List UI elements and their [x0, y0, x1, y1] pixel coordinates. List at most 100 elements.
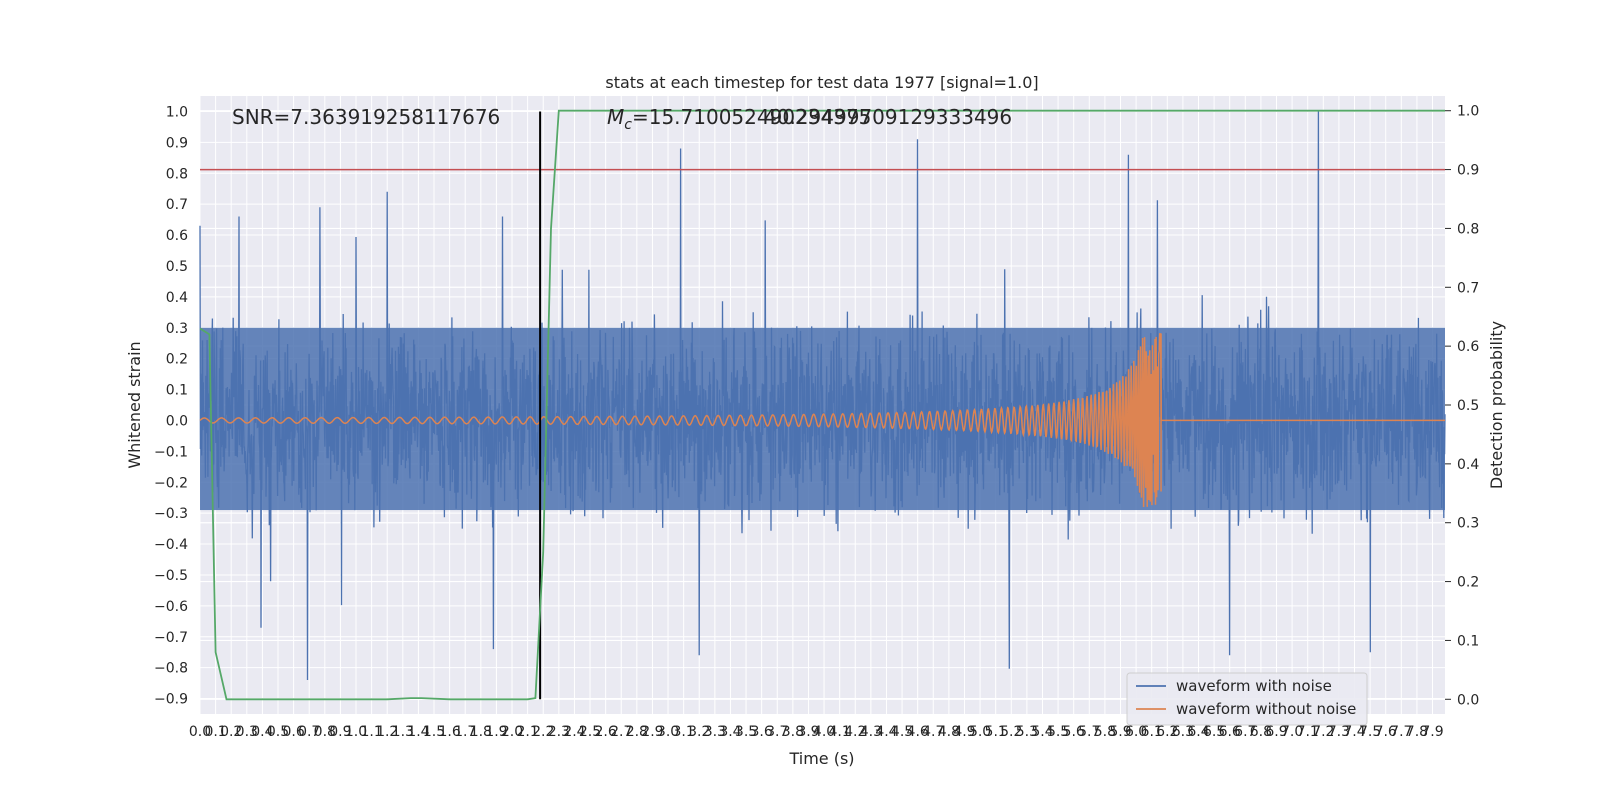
x-tick-label: 0.3 — [236, 724, 258, 740]
probability-trace — [199, 109, 1445, 701]
x-tick-label: 7.6 — [1375, 724, 1397, 740]
x-tick-label: 7.4 — [1343, 724, 1365, 740]
x-tick-label: 1.5 — [423, 724, 445, 740]
x-tick-label: 5.7 — [1078, 724, 1100, 740]
y2-tick-label: 0.5 — [1457, 398, 1479, 414]
x-tick-label: 5.6 — [1063, 724, 1085, 740]
y-tick-label: −0.5 — [154, 568, 188, 584]
x-tick-label: 6.4 — [1187, 724, 1209, 740]
x-tick-label: 3.2 — [688, 724, 710, 740]
x-tick-label: 0.4 — [251, 724, 273, 740]
x-tick-label: 0.6 — [282, 724, 304, 740]
y-tick-label: 0.8 — [166, 166, 188, 182]
x-tick-label: 0.1 — [204, 724, 226, 740]
series-waveform-without-noise — [199, 333, 1445, 508]
x-tick-label: 5.9 — [1109, 724, 1131, 740]
x-axis-ticks: 0.00.10.20.30.40.50.60.70.80.91.01.11.21… — [189, 724, 1444, 740]
y2-tick-label: 0.9 — [1457, 163, 1479, 179]
y-tick-label: 0.6 — [166, 228, 188, 244]
y2-tick-label: 0.8 — [1457, 221, 1479, 237]
x-tick-label: 7.9 — [1421, 724, 1443, 740]
x-tick-label: 6.9 — [1265, 724, 1287, 740]
x-tick-label: 7.8 — [1406, 724, 1428, 740]
x-tick-label: 1.3 — [392, 724, 414, 740]
x-tick-label: 2.5 — [579, 724, 601, 740]
x-axis-label: Time (s) — [788, 749, 854, 768]
x-tick-label: 7.7 — [1390, 724, 1412, 740]
x-tick-label: 5.0 — [969, 724, 991, 740]
x-tick-label: 5.3 — [1016, 724, 1038, 740]
snr-annotation: SNR=7.363919258117676 — [232, 105, 500, 129]
x-tick-label: 4.8 — [938, 724, 960, 740]
x-tick-label: 0.2 — [220, 724, 242, 740]
y2-tick-label: 0.7 — [1457, 280, 1479, 296]
y-tick-label: 0.0 — [166, 413, 188, 429]
y-tick-label: −0.9 — [154, 692, 188, 708]
x-tick-label: 5.4 — [1031, 724, 1053, 740]
x-tick-label: 3.1 — [673, 724, 695, 740]
clean-trace — [199, 333, 1445, 508]
y-tick-label: −0.3 — [154, 506, 188, 522]
x-tick-label: 2.2 — [532, 724, 554, 740]
x-tick-label: 2.3 — [548, 724, 570, 740]
x-tick-label: 3.7 — [766, 724, 788, 740]
x-tick-label: 0.7 — [298, 724, 320, 740]
x-tick-label: 1.7 — [454, 724, 476, 740]
y-tick-label: 0.4 — [166, 290, 188, 306]
y-axis-label: Whitened strain — [125, 341, 144, 468]
x-tick-label: 4.0 — [813, 724, 835, 740]
y2-tick-label: 1.0 — [1457, 104, 1479, 120]
x-tick-label: 2.7 — [610, 724, 632, 740]
x-tick-label: 6.2 — [1156, 724, 1178, 740]
y2-tick-label: 0.2 — [1457, 575, 1479, 591]
y2-tick-label: 0.3 — [1457, 516, 1479, 532]
legend-label-noise: waveform with noise — [1176, 677, 1332, 695]
series-detection-probability — [199, 109, 1445, 701]
x-tick-label: 7.5 — [1359, 724, 1381, 740]
legend: waveform with noise waveform without noi… — [1126, 672, 1368, 726]
x-tick-label: 7.3 — [1328, 724, 1350, 740]
y2-axis-ticks: 0.0 0.1 0.2 0.3 0.4 0.5 0.6 0.7 0.8 0.9 1.0 — [1445, 104, 1479, 708]
y-tick-label: −0.4 — [154, 537, 188, 553]
x-tick-label: 2.0 — [501, 724, 523, 740]
x-tick-label: 4.5 — [891, 724, 913, 740]
x-tick-label: 3.4 — [719, 724, 741, 740]
x-tick-label: 4.6 — [907, 724, 929, 740]
x-tick-label: 3.5 — [735, 724, 757, 740]
x-tick-label: 2.1 — [516, 724, 538, 740]
x-tick-label: 6.8 — [1250, 724, 1272, 740]
x-tick-label: 1.8 — [470, 724, 492, 740]
y-tick-label: 0.7 — [166, 197, 188, 213]
x-tick-label: 4.9 — [953, 724, 975, 740]
y2-axis-label: Detection probability — [1487, 321, 1506, 489]
x-tick-label: 6.6 — [1219, 724, 1241, 740]
x-tick-label: 7.0 — [1281, 724, 1303, 740]
x-tick-label: 4.3 — [860, 724, 882, 740]
noise-band — [200, 327, 1445, 511]
x-tick-label: 6.1 — [1141, 724, 1163, 740]
x-tick-label: 2.4 — [563, 724, 585, 740]
y-tick-label: 0.2 — [166, 352, 188, 368]
x-tick-label: 4.2 — [844, 724, 866, 740]
x-tick-label: 5.2 — [1000, 724, 1022, 740]
legend-label-clean: waveform without noise — [1176, 700, 1356, 718]
y-tick-label: 0.9 — [166, 135, 188, 151]
chart-title: stats at each timestep for test data 197… — [605, 73, 1038, 92]
x-tick-label: 4.1 — [829, 724, 851, 740]
x-tick-label: 1.2 — [376, 724, 398, 740]
series-waveform-with-noise — [199, 111, 1446, 681]
y-tick-label: 0.5 — [166, 259, 188, 275]
x-tick-label: 5.1 — [985, 724, 1007, 740]
x-tick-label: 1.6 — [438, 724, 460, 740]
x-tick-label: 6.5 — [1203, 724, 1225, 740]
x-tick-label: 7.2 — [1312, 724, 1334, 740]
y-tick-label: −0.1 — [154, 444, 188, 460]
x-tick-label: 3.9 — [797, 724, 819, 740]
x-tick-label: 1.9 — [485, 724, 507, 740]
overlapping-annotation: 40.29499709129333496 — [764, 105, 1012, 129]
x-tick-label: 3.6 — [751, 724, 773, 740]
x-tick-label: 4.7 — [922, 724, 944, 740]
x-tick-label: 0.8 — [314, 724, 336, 740]
y-tick-label: 1.0 — [166, 104, 188, 120]
x-tick-label: 2.9 — [641, 724, 663, 740]
